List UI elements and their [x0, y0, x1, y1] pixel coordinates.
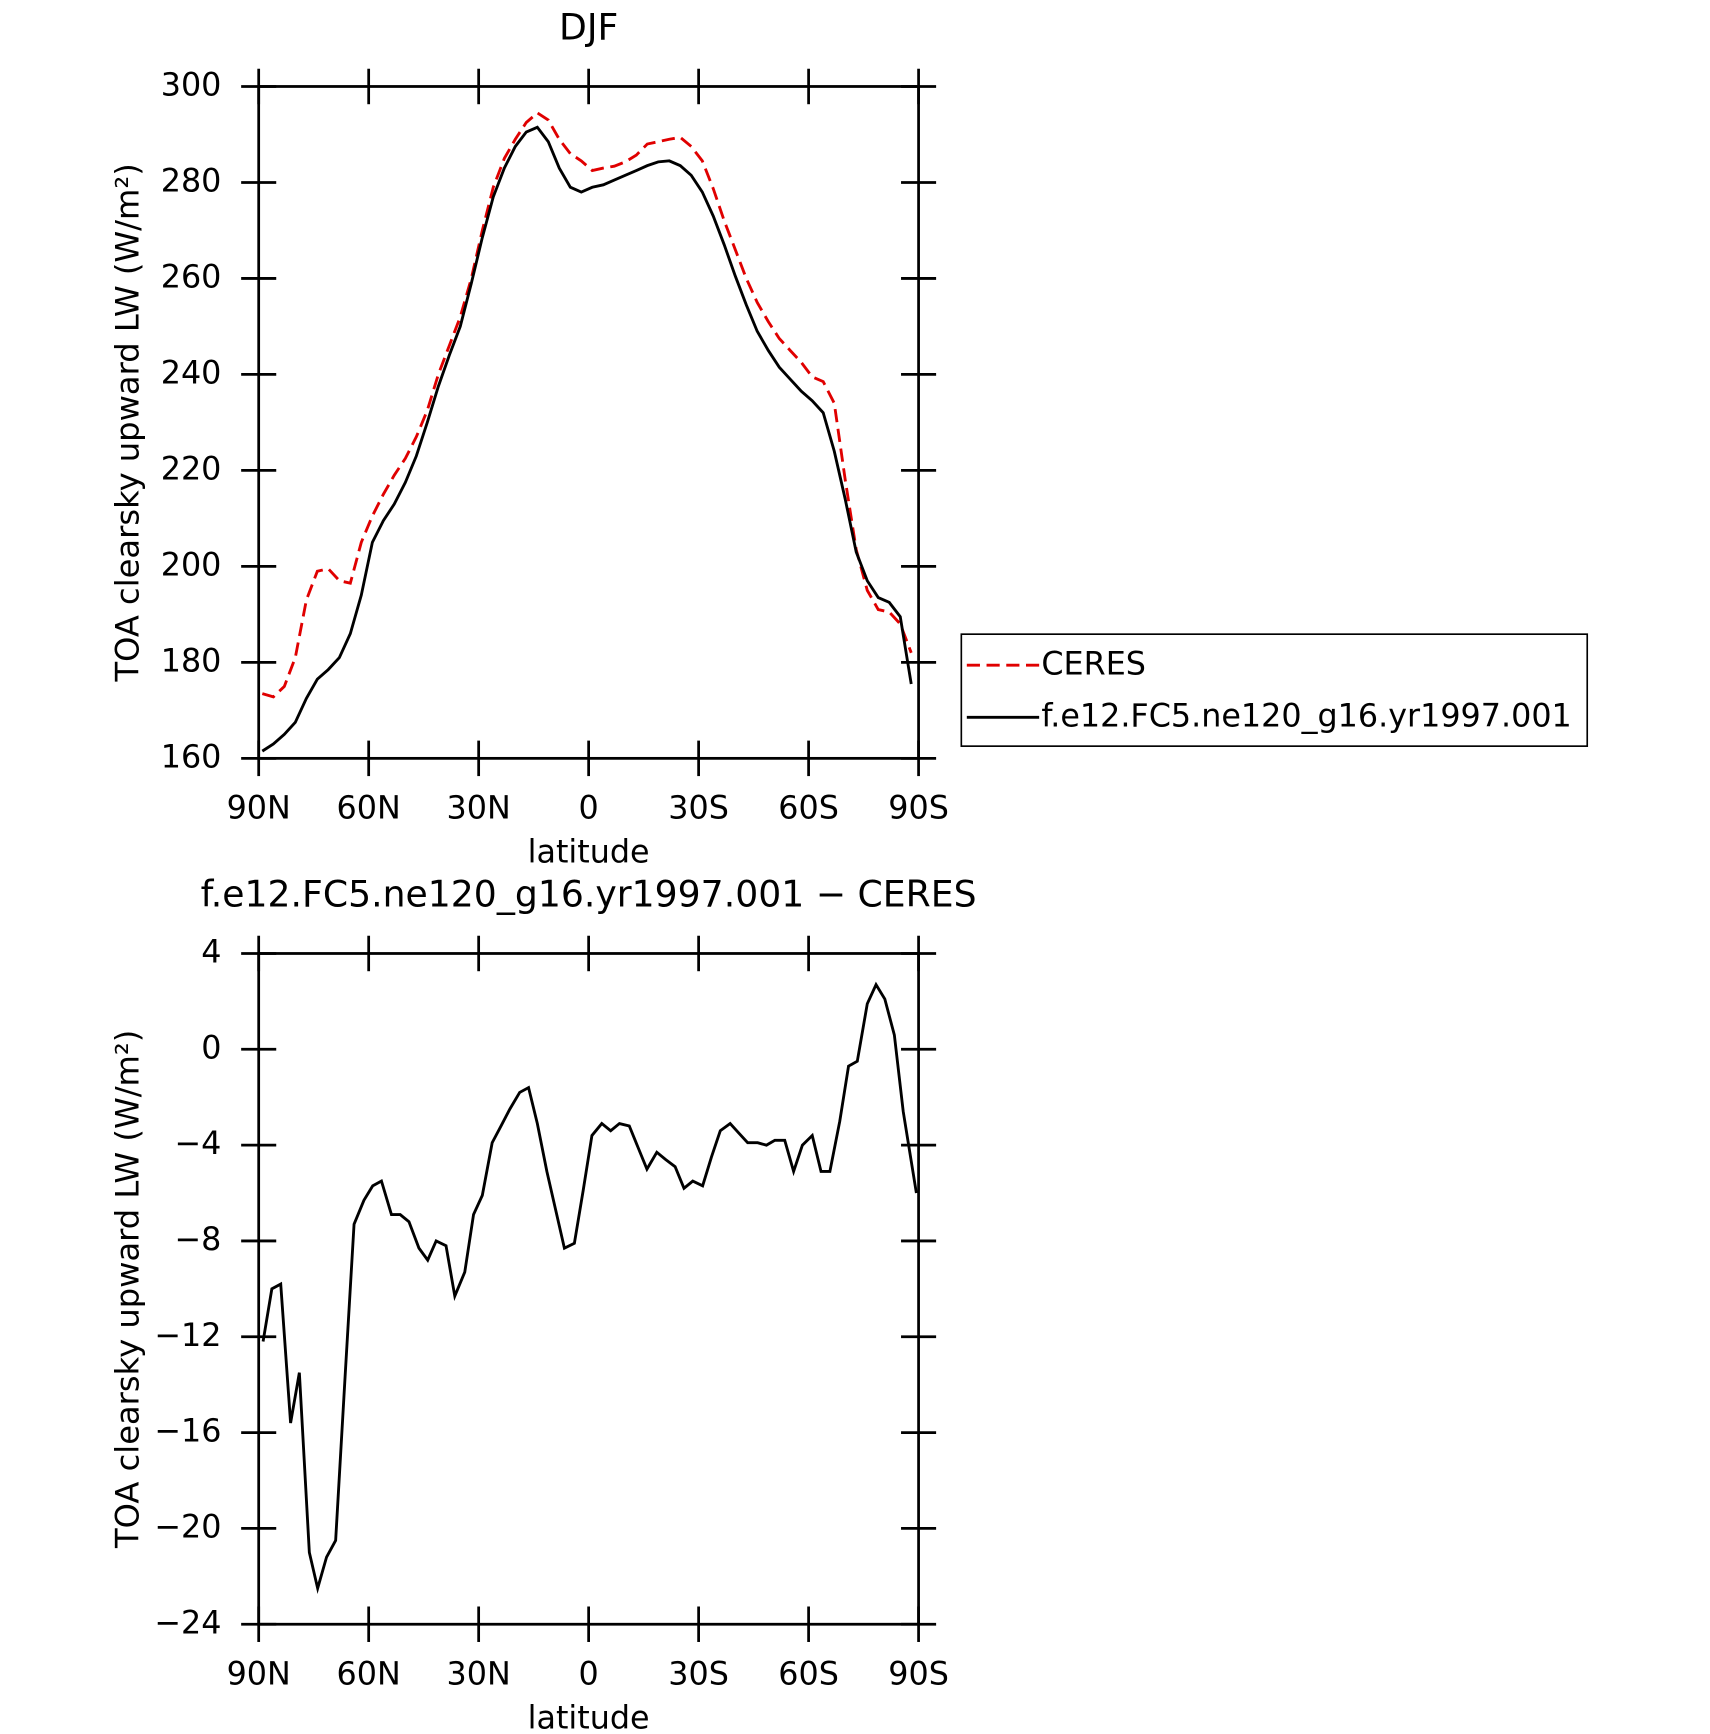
plot-frame — [257, 952, 920, 1626]
y-tick-label: 300 — [161, 65, 222, 103]
x-tick-label: 90N — [227, 1654, 291, 1692]
x-tick-label: 90N — [227, 788, 291, 826]
x-tick-label: 30S — [668, 1654, 729, 1692]
data-line — [261, 981, 918, 1595]
x-axis-label: latitude — [528, 1698, 650, 1734]
y-tick-label: 200 — [161, 545, 222, 583]
y-tick-label: 240 — [161, 353, 222, 391]
y-tick-label: 160 — [161, 737, 222, 775]
y-axis-label: TOA clearsky upward LW (W/m²) — [108, 163, 146, 682]
x-axis-label: latitude — [528, 833, 650, 871]
legend-label: f.e12.FC5.ne120_g16.yr1997.001 — [1041, 696, 1571, 734]
y-tick-label: 4 — [201, 932, 221, 970]
x-tick-label: 60S — [778, 788, 839, 826]
legend: CERES f.e12.FC5.ne120_g16.yr1997.001 — [960, 633, 1589, 747]
y-tick-label: −4 — [175, 1124, 222, 1162]
chart-title: DJF — [559, 5, 618, 48]
y-tick-label: −8 — [175, 1220, 222, 1258]
y-tick-label: 280 — [161, 161, 222, 199]
y-tick-label: 260 — [161, 257, 222, 295]
y-tick-label: −20 — [154, 1507, 221, 1545]
x-tick-label: 90S — [888, 788, 949, 826]
data-line — [261, 111, 913, 699]
y-tick-label: −12 — [154, 1316, 221, 1354]
x-tick-label: 0 — [579, 1654, 599, 1692]
y-tick-label: −16 — [154, 1411, 221, 1449]
y-tick-label: 0 — [201, 1028, 221, 1066]
y-axis-label: TOA clearsky upward LW (W/m²) — [108, 1030, 146, 1549]
legend-box — [960, 633, 1589, 747]
x-tick-label: 60N — [337, 788, 401, 826]
y-tick-label: 180 — [161, 641, 222, 679]
chart-title: f.e12.FC5.ne120_g16.yr1997.001 − CERES — [201, 872, 977, 915]
x-tick-label: 30N — [447, 788, 511, 826]
x-tick-label: 60S — [778, 1654, 839, 1692]
x-tick-label: 0 — [579, 788, 599, 826]
x-tick-label: 30N — [447, 1654, 511, 1692]
plot-frame — [257, 85, 920, 760]
data-line — [261, 125, 913, 753]
x-tick-label: 30S — [668, 788, 729, 826]
legend-label: CERES — [1041, 644, 1146, 682]
x-tick-label: 60N — [337, 1654, 401, 1692]
y-tick-label: −24 — [154, 1603, 221, 1641]
y-tick-label: 220 — [161, 449, 222, 487]
x-tick-label: 90S — [888, 1654, 949, 1692]
